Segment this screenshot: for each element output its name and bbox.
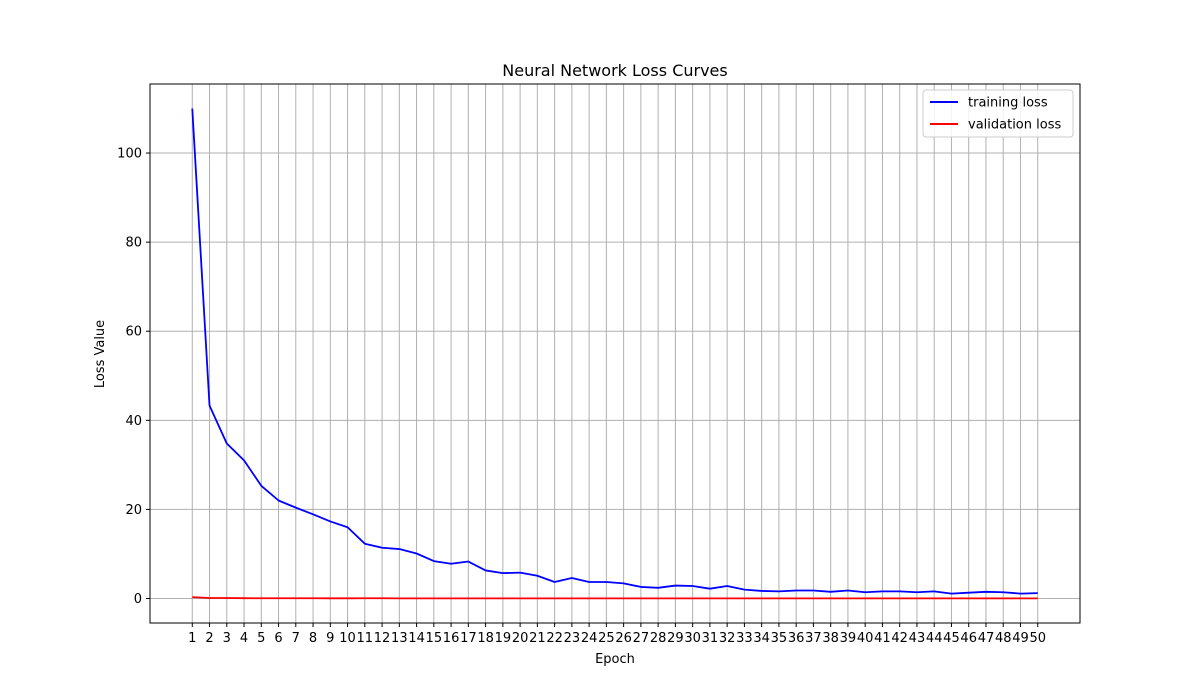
- x-tick-label: 3: [223, 631, 231, 646]
- series-line-validation: [192, 596, 1038, 600]
- legend-label-training: training loss: [968, 96, 1048, 111]
- y-tick-label: 80: [125, 236, 142, 251]
- x-tick-label: 36: [788, 631, 805, 646]
- grid-layer: [150, 84, 1080, 623]
- x-tick-label: 40: [857, 631, 874, 646]
- x-tick-label: 32: [719, 631, 736, 646]
- x-tick-label: 12: [374, 631, 391, 646]
- legend-label-validation: validation loss: [968, 118, 1061, 133]
- x-tick-label: 15: [426, 631, 443, 646]
- x-tick-label: 6: [274, 631, 282, 646]
- plot-frame: [149, 83, 1081, 624]
- x-tick-label: 25: [598, 631, 615, 646]
- x-tick-label: 7: [292, 631, 300, 646]
- x-tick-label: 43: [909, 631, 926, 646]
- x-tick-label: 45: [943, 631, 960, 646]
- y-axis-ticks: 0 20 40 60 80 100: [117, 147, 150, 607]
- chart-title: Neural Network Loss Curves: [502, 61, 727, 80]
- x-tick-label: 14: [408, 631, 425, 646]
- x-tick-label: 41: [874, 631, 891, 646]
- series-line-training: [191, 108, 1038, 595]
- x-tick-label: 1: [188, 631, 196, 646]
- legend-box: [922, 89, 1074, 138]
- y-tick-label: 20: [125, 503, 142, 518]
- x-tick-label: 48: [995, 631, 1012, 646]
- x-tick-label: 23: [564, 631, 581, 646]
- x-tick-label: 44: [926, 631, 943, 646]
- x-tick-label: 31: [702, 631, 719, 646]
- y-tick-label: 40: [125, 414, 142, 429]
- x-tick-label: 46: [960, 631, 977, 646]
- x-tick-label: 4: [240, 631, 248, 646]
- x-tick-label: 21: [529, 631, 546, 646]
- x-tick-label: 8: [309, 631, 317, 646]
- x-tick-label: 27: [633, 631, 650, 646]
- x-tick-label: 37: [805, 631, 822, 646]
- x-tick-label: 50: [1029, 631, 1046, 646]
- x-tick-label: 5: [257, 631, 265, 646]
- x-tick-label: 39: [840, 631, 857, 646]
- x-tick-label: 18: [477, 631, 494, 646]
- x-tick-label: 20: [512, 631, 529, 646]
- x-tick-label: 2: [205, 631, 213, 646]
- y-tick-label: 60: [125, 325, 142, 340]
- y-axis-label: Loss Value: [93, 320, 108, 388]
- x-tick-label: 17: [460, 631, 477, 646]
- x-tick-label: 11: [357, 631, 374, 646]
- x-tick-label: 35: [771, 631, 788, 646]
- x-tick-label: 26: [615, 631, 632, 646]
- x-tick-label: 47: [978, 631, 995, 646]
- series-lines: [191, 108, 1038, 600]
- x-tick-label: 49: [1012, 631, 1029, 646]
- x-axis-label: Epoch: [595, 652, 635, 667]
- x-tick-label: 19: [495, 631, 512, 646]
- x-tick-label: 10: [339, 631, 356, 646]
- y-tick-label: 0: [134, 592, 142, 607]
- x-tick-label: 16: [443, 631, 460, 646]
- x-tick-label: 34: [753, 631, 770, 646]
- x-tick-label: 9: [326, 631, 334, 646]
- x-tick-label: 29: [667, 631, 684, 646]
- x-tick-label: 42: [891, 631, 908, 646]
- y-tick-label: 100: [117, 147, 142, 162]
- x-tick-label: 28: [650, 631, 667, 646]
- legend: training loss validation loss: [922, 89, 1074, 138]
- x-tick-label: 22: [546, 631, 563, 646]
- x-tick-label: 33: [736, 631, 753, 646]
- x-tick-label: 24: [581, 631, 598, 646]
- x-tick-label: 38: [822, 631, 839, 646]
- x-tick-label: 13: [391, 631, 408, 646]
- x-tick-label: 30: [684, 631, 701, 646]
- x-axis-ticks: 1 2 3 4 5 6 7 8 9 10 11 12 13 14 15 16 17 18 19 20 21 22 23 24 2…: [188, 623, 1046, 646]
